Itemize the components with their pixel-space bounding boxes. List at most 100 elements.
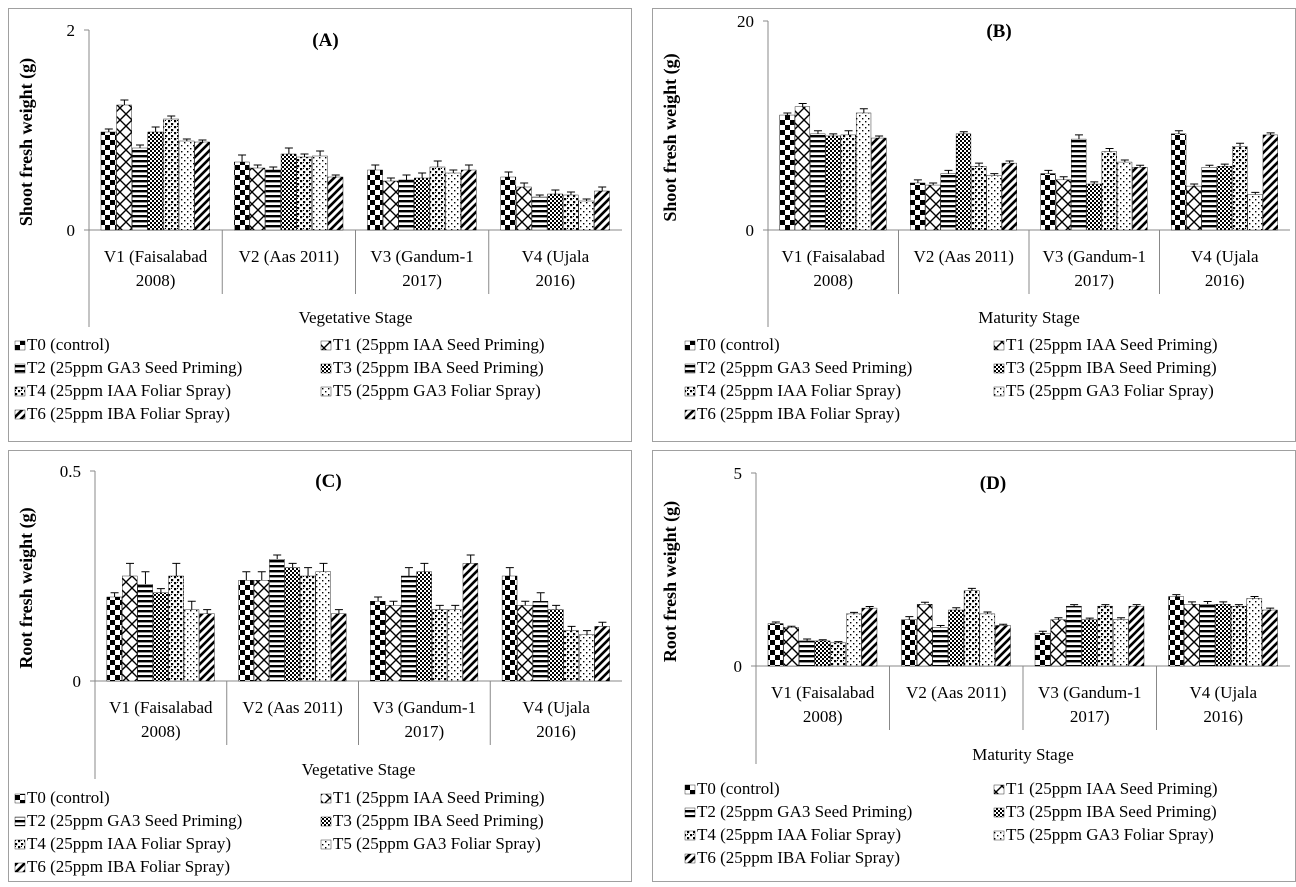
bar-a-t1-v1 [116,104,132,231]
category-label: V2 (Aas 2011) [906,683,1006,702]
error-bar [913,179,922,183]
legend-swatch [320,816,332,827]
legend-swatch [684,853,696,864]
error-bar [929,182,938,186]
error-bar [466,554,475,564]
error-bar [783,112,792,116]
error-bar [104,128,113,132]
error-bar [566,191,575,195]
error-bar [284,147,293,154]
error-bar [567,625,576,631]
error-bar [875,135,884,139]
error-bar [300,153,309,157]
error-bar [371,164,380,170]
bar-c-t5-v2 [315,571,331,682]
legend-swatch [684,784,696,795]
legend-label: T1 (25ppm IAA Seed Priming) [333,788,545,807]
legend-label: T1 (25ppm IAA Seed Priming) [1006,779,1218,798]
error-bar [451,604,460,610]
bar-a-t4-v3 [429,166,446,231]
bar-a-t0-v1 [100,131,117,231]
y-tick-label: 0 [746,221,755,240]
legend-swatch [320,839,332,850]
category-label: V1 (Faisalabad 2008) [104,247,208,290]
legend-label: T0 (control) [697,779,780,798]
bar-d-t3-v1 [814,640,831,667]
error-bar [1187,601,1196,605]
error-bar [433,160,442,167]
legend-label: T4 (25ppm IAA Foliar Spray) [697,381,901,400]
error-bar [552,604,561,610]
error-bar [1236,142,1245,147]
bar-c-t3-v4 [548,609,564,682]
bar-c-t4-v2 [300,575,316,682]
error-bar [203,609,212,614]
error-bar [521,600,530,606]
error-bar [198,139,207,142]
error-bar [975,162,984,167]
error-bar [389,600,398,606]
error-bar [167,115,176,119]
error-bar [1251,191,1260,195]
error-bar [598,621,607,627]
error-bar [420,562,429,572]
error-bar [269,166,278,170]
bar-a-t6-v3 [460,169,477,231]
bar-d-t1-v3 [1050,619,1066,667]
error-bar [1117,617,1126,620]
bar-a-t5-v1 [178,140,195,231]
legend-swatch [14,862,26,873]
bar-a-t3-v4 [547,193,563,231]
legend-label: T5 (25ppm GA3 Foliar Spray) [1006,825,1214,844]
error-bar [304,567,313,576]
error-bar [859,108,868,113]
bar-c-t6-v2 [331,613,347,682]
error-bar [905,616,914,620]
error-bar [1174,130,1183,134]
bar-b-t5-v3 [1116,161,1133,231]
category-label: V3 (Gandum-1 2017) [1038,683,1141,726]
error-bar [598,186,607,191]
panel-d: 0 5 (D) Root fresh weight (g) V1 (Faisalabad… [652,450,1296,882]
legend-label: T6 (25ppm IBA Foliar Spray) [697,404,900,423]
bar-c-t6-v4 [594,626,610,682]
bar-b-t1-v3 [1055,179,1072,231]
bar-b-t3-v2 [955,133,972,231]
legend-label: T2 (25ppm GA3 Seed Priming) [27,358,242,377]
panel-b: 0 20 (B) Shoot fresh weight (g) V1 (Faisalab… [652,8,1296,442]
error-bar [803,638,812,641]
legend-swatch [993,807,1005,818]
error-bar [944,169,953,174]
bar-d-t1-v1 [783,627,799,667]
legend-swatch [993,363,1005,374]
legend-swatch [14,816,26,827]
legend-label: T4 (25ppm IAA Foliar Spray) [697,825,901,844]
bar-c-t6-v3 [462,563,479,682]
error-bar [464,164,473,170]
bar-b-t5-v1 [855,112,872,231]
legend-swatch [14,409,26,420]
legend-swatch [684,830,696,841]
error-bar [1059,176,1068,180]
bar-c-t6-v1 [199,613,215,682]
bar-b-t3-v1 [825,135,841,231]
error-bar [999,623,1008,626]
bar-d-t3-v2 [948,609,964,667]
bar-a-t4-v1 [163,118,179,231]
error-bar [120,99,129,105]
bar-c-t5-v1 [183,609,200,682]
category-label: V2 (Aas 2011) [914,247,1014,266]
bar-a-t1-v4 [516,186,532,231]
error-bar [331,174,340,177]
panel-c-xlabel: Vegetative Stage [302,760,416,779]
error-bar [172,562,181,576]
bar-c-t2-v2 [269,559,285,682]
panel-b-title: (B) [986,21,1011,42]
bar-a-t1-v2 [249,167,266,231]
bar-d-t0-v2 [901,619,917,667]
legend-label: T5 (25ppm GA3 Foliar Spray) [1006,381,1214,400]
error-bar [551,189,560,194]
error-bar [1250,596,1259,599]
error-bar [253,164,262,168]
bar-b-t2-v1 [810,133,826,231]
